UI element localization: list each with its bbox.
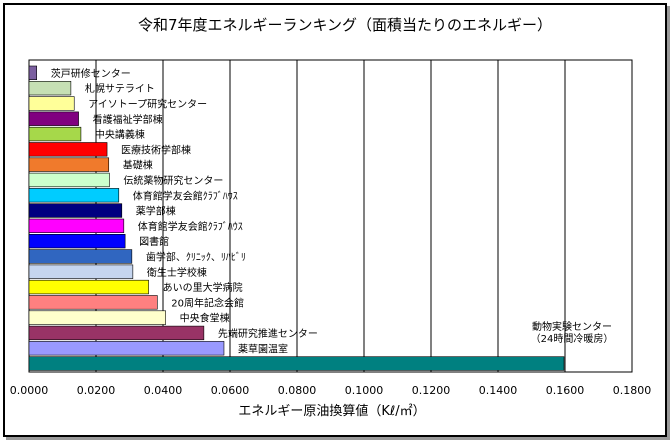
bar (28, 172, 110, 188)
bar-label: 中央講義棟 (95, 128, 145, 141)
bar (28, 203, 123, 218)
bar-labels: 茨戸研修センター札幌サテライトアイソトープ研究センター看護福祉学部棟中央講義棟医… (51, 67, 318, 355)
bar-label: 衛生士学校棟 (147, 266, 207, 279)
bar (28, 65, 38, 80)
bar-label: 薬学部棟 (136, 205, 176, 218)
bar-label: 茨戸研修センター (51, 67, 131, 80)
bar (28, 188, 120, 203)
bar-label: 歯学部、ｸﾘﾆｯｸ、ﾘﾊﾋﾞﾘ (146, 250, 246, 263)
bar-label: 札幌サテライト (85, 82, 155, 95)
bar (28, 264, 134, 279)
bar (28, 249, 133, 264)
x-tick-label: 0.1400 (479, 384, 518, 397)
bar (28, 356, 565, 371)
annotation-line-2: （24時間冷暖房） (531, 332, 614, 345)
bar (28, 325, 205, 341)
bar-label: 体育館学友会館ｸﾗﾌﾞﾊｳｽ (138, 220, 243, 233)
bar-label: 中央食堂棟 (180, 312, 230, 325)
bar (28, 295, 158, 310)
bar-label: 基礎棟 (123, 159, 153, 172)
bar (28, 81, 72, 96)
x-tick-label: 0.0200 (77, 384, 116, 397)
bar-label: 看護福祉学部棟 (93, 113, 163, 126)
bar-label: 医療技術学部棟 (121, 143, 191, 156)
bar (28, 279, 149, 295)
bar (28, 234, 126, 249)
bar-label: 薬草園温室 (238, 342, 288, 355)
bar (28, 111, 79, 126)
x-tick-label: 0.1200 (412, 384, 451, 397)
bar (28, 341, 225, 356)
bar (28, 126, 82, 142)
x-axis-ticks: 0.0000 0.0200 0.0400 0.0600 0.0800 0.1000 0.12… (10, 384, 652, 397)
bar (28, 310, 166, 325)
bar (28, 218, 125, 233)
x-tick-label: 0.1000 (345, 384, 384, 397)
bar-label: 先端研究推進センター (218, 327, 318, 340)
x-tick-label: 0.0000 (10, 384, 49, 397)
grid-lines (95, 60, 566, 372)
x-tick-label: 0.1800 (613, 384, 652, 397)
bar-label: 伝統薬物研究センター (123, 174, 223, 187)
x-tick-label: 0.1600 (546, 384, 585, 397)
bar-label: アイソトープ研究センター (88, 97, 207, 110)
x-tick-label: 0.0600 (211, 384, 250, 397)
x-tick-label: 0.0400 (144, 384, 183, 397)
bar (28, 96, 75, 111)
chart-title: 令和7年度エネルギーランキング（面積当たりのエネルギー） (138, 16, 552, 34)
bar-label: 図書館 (139, 235, 169, 248)
x-axis-title: エネルギー原油換算値（Kℓ/㎡） (238, 403, 425, 419)
bar-label: 体育館学友会館ｸﾗﾌﾞﾊｳｽ (133, 189, 238, 202)
annotation-line-1: 動物実験センター (532, 320, 612, 333)
bar (28, 142, 108, 157)
x-tick-label: 0.0800 (278, 384, 317, 397)
bar-label: あいの里大学病院 (163, 281, 243, 294)
bar (28, 157, 110, 172)
bar-label: 20周年記念会館 (171, 296, 244, 309)
bars (28, 65, 565, 371)
